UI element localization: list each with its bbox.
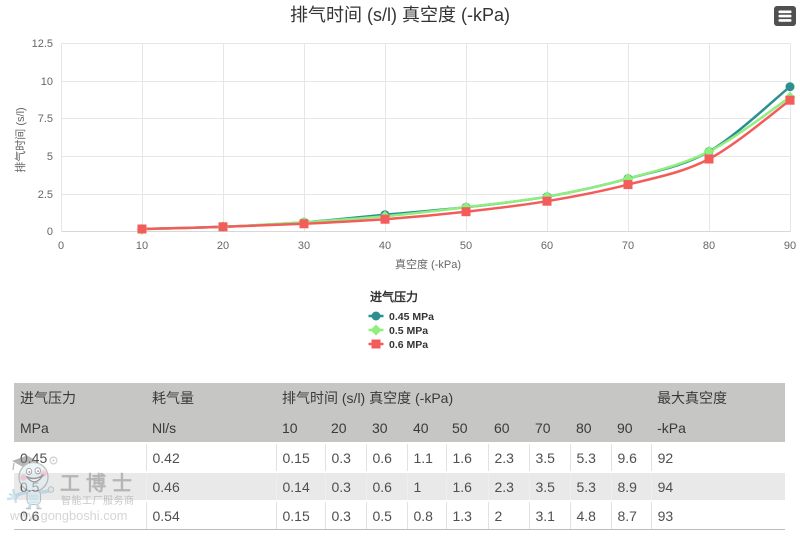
svg-text:0: 0 xyxy=(47,226,53,238)
svg-text:0: 0 xyxy=(58,240,64,252)
svg-text:排气时间 (s/l) 真空度 (-kPa): 排气时间 (s/l) 真空度 (-kPa) xyxy=(290,5,510,25)
svg-text:12.5: 12.5 xyxy=(32,38,53,50)
svg-text:10: 10 xyxy=(41,76,53,88)
svg-text:10: 10 xyxy=(136,240,148,252)
svg-text:0.45 MPa: 0.45 MPa xyxy=(389,311,434,323)
svg-text:7.5: 7.5 xyxy=(38,113,53,125)
svg-text:30: 30 xyxy=(298,240,310,252)
svg-text:5: 5 xyxy=(47,151,53,163)
svg-text:90: 90 xyxy=(784,240,796,252)
svg-text:50: 50 xyxy=(460,240,472,252)
svg-text:20: 20 xyxy=(217,240,229,252)
svg-text:真空度 (-kPa): 真空度 (-kPa) xyxy=(395,257,461,271)
svg-text:排气时间 (s/l): 排气时间 (s/l) xyxy=(13,107,27,172)
svg-text:0.5 MPa: 0.5 MPa xyxy=(389,325,428,337)
svg-text:进气压力: 进气压力 xyxy=(370,289,418,304)
svg-text:80: 80 xyxy=(703,240,715,252)
svg-text:2.5: 2.5 xyxy=(38,189,53,201)
svg-text:70: 70 xyxy=(622,240,634,252)
svg-text:40: 40 xyxy=(379,240,391,252)
svg-text:60: 60 xyxy=(541,240,553,252)
svg-text:0.6 MPa: 0.6 MPa xyxy=(389,339,428,351)
